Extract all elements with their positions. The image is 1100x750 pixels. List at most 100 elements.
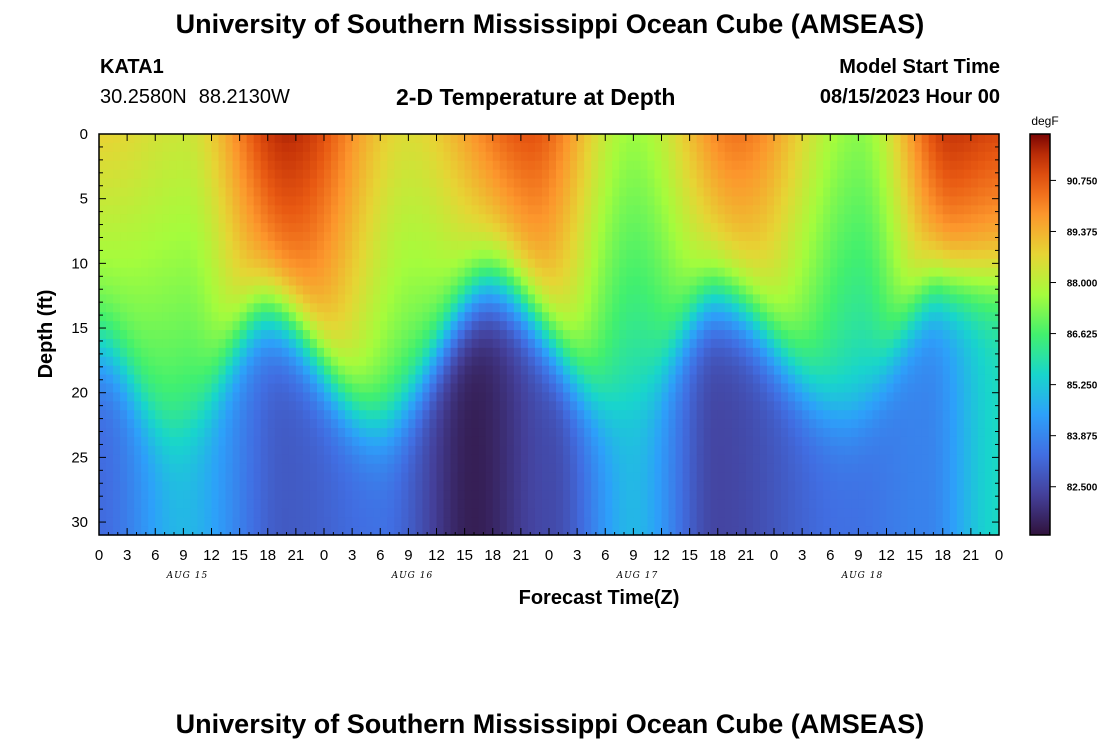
heatmap-cell bbox=[190, 330, 199, 340]
heatmap-cell bbox=[169, 436, 177, 447]
heatmap-cell bbox=[429, 481, 438, 492]
heatmap-cell bbox=[120, 258, 128, 269]
heatmap-cell bbox=[717, 356, 726, 367]
heatmap-cell bbox=[668, 490, 677, 500]
heatmap-cell bbox=[731, 508, 740, 518]
heatmap-cell bbox=[626, 214, 634, 224]
heatmap-cell bbox=[190, 356, 199, 367]
heatmap-cell bbox=[745, 232, 754, 242]
heatmap-cell bbox=[844, 490, 852, 500]
heatmap-cell bbox=[766, 134, 775, 144]
heatmap-cell bbox=[394, 436, 402, 447]
heatmap-cell bbox=[738, 419, 747, 429]
heatmap-cell bbox=[352, 312, 360, 322]
heatmap-cell bbox=[492, 481, 501, 492]
heatmap-cell bbox=[162, 517, 170, 527]
heatmap-cell bbox=[865, 134, 874, 144]
heatmap-cell bbox=[443, 428, 452, 438]
heatmap-cell bbox=[788, 401, 796, 411]
heatmap-cell bbox=[591, 383, 599, 394]
heatmap-cell bbox=[253, 383, 262, 394]
heatmap-cell bbox=[809, 240, 817, 251]
heatmap-cell bbox=[260, 347, 269, 358]
heatmap-cell bbox=[710, 240, 719, 251]
heatmap-cell bbox=[366, 472, 374, 483]
heatmap-cell bbox=[373, 526, 381, 536]
heatmap-cell bbox=[239, 445, 248, 456]
heatmap-cell bbox=[661, 134, 670, 144]
heatmap-cell bbox=[324, 392, 332, 402]
heatmap-cell bbox=[591, 463, 599, 474]
heatmap-cell bbox=[633, 490, 642, 500]
heatmap-cell bbox=[260, 330, 269, 340]
heatmap-cell bbox=[527, 445, 536, 456]
heatmap-cell bbox=[605, 445, 613, 456]
heatmap-cell bbox=[204, 258, 213, 269]
heatmap-cell bbox=[731, 223, 740, 233]
heatmap-cell bbox=[591, 178, 599, 189]
heatmap-cell bbox=[429, 196, 438, 206]
heatmap-cell bbox=[162, 249, 170, 260]
heatmap-cell bbox=[387, 508, 395, 518]
heatmap-cell bbox=[281, 445, 290, 456]
heatmap-cell bbox=[788, 463, 796, 474]
heatmap-cell bbox=[436, 436, 445, 447]
heatmap-cell bbox=[457, 321, 466, 331]
heatmap-cell bbox=[218, 517, 227, 527]
heatmap-cell bbox=[837, 134, 845, 144]
heatmap-cell bbox=[141, 142, 149, 153]
heatmap-cell bbox=[148, 214, 156, 224]
heatmap-cell bbox=[394, 134, 402, 144]
heatmap-cell bbox=[394, 347, 402, 358]
heatmap-cell bbox=[675, 508, 684, 518]
heatmap-cell bbox=[246, 178, 255, 189]
heatmap-cell bbox=[415, 508, 424, 518]
heatmap-cell bbox=[654, 142, 663, 153]
heatmap-cell bbox=[534, 383, 543, 394]
heatmap-cell bbox=[788, 481, 796, 492]
heatmap-cell bbox=[626, 276, 634, 287]
heatmap-cell bbox=[316, 454, 325, 465]
heatmap-cell bbox=[534, 178, 543, 189]
heatmap-cell bbox=[591, 276, 599, 287]
heatmap-cell bbox=[513, 196, 522, 206]
heatmap-cell bbox=[331, 392, 339, 402]
heatmap-cell bbox=[429, 383, 438, 394]
heatmap-cell bbox=[865, 160, 874, 171]
heatmap-cell bbox=[844, 436, 852, 447]
heatmap-cell bbox=[288, 249, 297, 260]
heatmap-cell bbox=[218, 258, 227, 269]
heatmap-cell bbox=[816, 187, 824, 197]
heatmap-cell bbox=[549, 187, 557, 197]
heatmap-cell bbox=[640, 526, 649, 536]
heatmap-cell bbox=[422, 258, 431, 269]
heatmap-cell bbox=[809, 312, 817, 322]
heatmap-cell bbox=[197, 499, 206, 509]
heatmap-cell bbox=[696, 134, 705, 144]
heatmap-cell bbox=[823, 223, 831, 233]
heatmap-cell bbox=[837, 410, 845, 420]
heatmap-cell bbox=[858, 508, 867, 518]
heatmap-cell bbox=[471, 392, 480, 402]
heatmap-cell bbox=[443, 338, 452, 349]
heatmap-cell bbox=[134, 169, 142, 180]
heatmap-cell bbox=[499, 347, 508, 358]
heatmap-cell bbox=[485, 330, 494, 340]
heatmap-cell bbox=[345, 330, 353, 340]
heatmap-cell bbox=[556, 347, 564, 358]
heatmap-cell bbox=[527, 410, 536, 420]
heatmap-cell bbox=[331, 196, 339, 206]
heatmap-cell bbox=[281, 481, 290, 492]
heatmap-cell bbox=[499, 374, 508, 385]
heatmap-cell bbox=[513, 499, 522, 509]
heatmap-cell bbox=[816, 214, 824, 224]
heatmap-cell bbox=[148, 321, 156, 331]
heatmap-cell bbox=[830, 481, 838, 492]
heatmap-cell bbox=[661, 365, 670, 376]
heatmap-cell bbox=[640, 463, 649, 474]
heatmap-cell bbox=[654, 240, 663, 251]
chart-subtitle: 2-D Temperature at Depth bbox=[396, 84, 676, 110]
heatmap-cell bbox=[802, 374, 810, 385]
heatmap-cell bbox=[464, 178, 473, 189]
heatmap-cell bbox=[366, 410, 374, 420]
